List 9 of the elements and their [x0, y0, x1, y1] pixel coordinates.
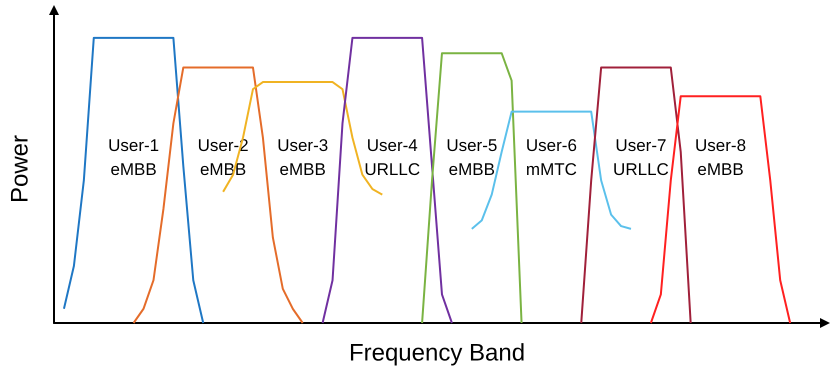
annotation: User-6 mMTC: [526, 136, 577, 180]
annotation: User-4 URLLC: [364, 136, 420, 180]
annotation: User-1 eMBB: [108, 136, 160, 180]
annotation: User-7 URLLC: [613, 136, 669, 180]
annotation: User-3 eMBB: [277, 136, 328, 180]
y-axis-title: Power: [6, 134, 34, 204]
annotation: User-8 eMBB: [695, 136, 746, 180]
x-axis-title: Frequency Band: [348, 340, 526, 366]
annotation: User-5 eMBB: [446, 136, 498, 180]
